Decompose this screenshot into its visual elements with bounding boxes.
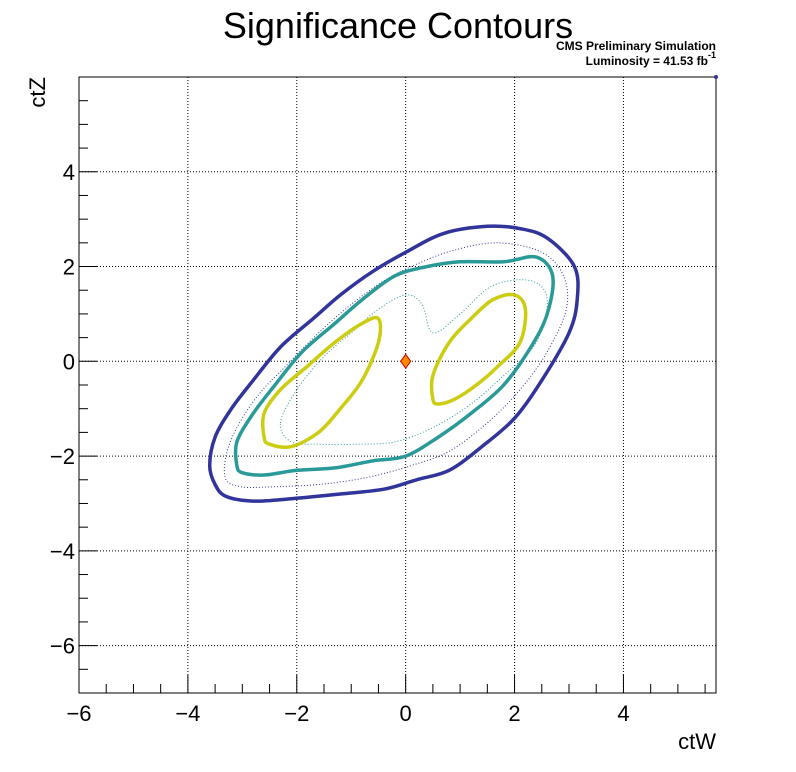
- x-tick-label: −6: [66, 701, 91, 726]
- y-tick-label: −4: [50, 539, 75, 564]
- y-tick-label: 2: [63, 255, 75, 280]
- x-tick-label: 0: [400, 701, 412, 726]
- luminosity-label: Luminosity = 41.53 fb: [586, 54, 708, 68]
- best-fit-marker: [400, 353, 412, 370]
- contour-inner-left: [260, 315, 383, 450]
- x-tick-label: 2: [508, 701, 520, 726]
- y-tick-label: −2: [50, 444, 75, 469]
- plot-area: −6 −4 −2 0 2 4 −6 −4 −2 0 2 4: [50, 75, 718, 726]
- chart-title: Significance Contours: [223, 5, 573, 46]
- contour-outer-thin: [223, 242, 569, 489]
- contour-middle-thin: [279, 279, 548, 445]
- y-axis-label: ctZ: [25, 77, 50, 108]
- x-tick-label: −2: [284, 701, 309, 726]
- corner-marker: [714, 75, 718, 79]
- y-tick-label: 0: [63, 349, 75, 374]
- contour-outer: [207, 224, 580, 503]
- y-tick-label: 4: [63, 160, 75, 185]
- x-tick-label: −4: [175, 701, 200, 726]
- cms-label: CMS Preliminary Simulation: [556, 39, 716, 53]
- y-tick-label: −6: [50, 634, 75, 659]
- x-tick-label: 4: [617, 701, 629, 726]
- contour-middle: [233, 254, 555, 477]
- x-axis-label: ctW: [678, 729, 716, 754]
- luminosity-superscript: -1: [708, 50, 716, 60]
- plot-frame: [78, 76, 717, 694]
- contour-inner-right: [429, 292, 528, 406]
